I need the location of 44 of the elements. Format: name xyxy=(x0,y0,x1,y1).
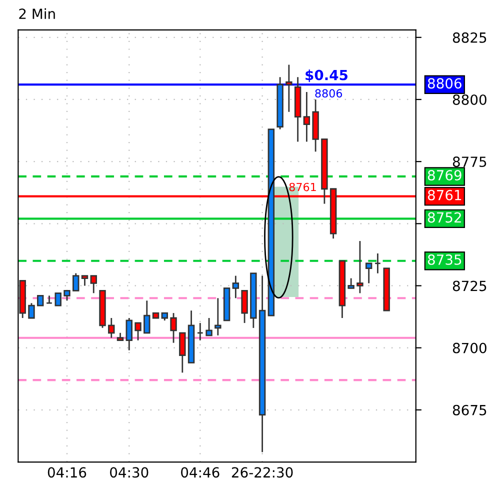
annotation: $0.45 xyxy=(306,70,348,82)
candlestick xyxy=(46,294,53,304)
x-tick-label: 04:46 xyxy=(181,467,220,478)
candlestick xyxy=(206,317,212,336)
chart-title: 2 Min xyxy=(19,8,55,19)
candlestick xyxy=(196,322,204,342)
y-tick-label: 8825 xyxy=(452,32,486,43)
candlestick xyxy=(72,272,80,292)
candlestick xyxy=(90,275,97,294)
ref-line-label: 8769 xyxy=(428,170,462,180)
y-tick-label: 8800 xyxy=(452,94,486,105)
annotation: 8761 xyxy=(289,182,316,192)
ref-line-label: 8806 xyxy=(428,78,462,89)
ref-line-label: 8752 xyxy=(428,212,461,223)
candlestick xyxy=(28,302,35,319)
candlestick xyxy=(54,292,62,306)
candlestick xyxy=(179,332,186,374)
candlestick xyxy=(170,312,177,344)
candlestick xyxy=(232,275,240,299)
candlestick xyxy=(365,262,372,284)
candlestick xyxy=(64,290,70,302)
candlestick xyxy=(374,252,382,274)
candlestick xyxy=(286,64,292,113)
candlestick xyxy=(144,300,150,334)
candlestick xyxy=(356,240,364,294)
x-tick-label: 26-22:30 xyxy=(232,467,293,478)
candlestick xyxy=(348,278,354,289)
y-tick-label: 8775 xyxy=(452,156,486,168)
annotation: 8806 xyxy=(315,89,342,98)
y-tick-label: 8725 xyxy=(452,280,486,292)
y-tick-label: 8675 xyxy=(452,404,486,416)
candlestick xyxy=(303,91,310,142)
candlestick xyxy=(37,294,44,306)
x-tick-label: 04:30 xyxy=(110,467,148,478)
candlestick xyxy=(81,275,88,286)
x-tick-label: 04:16 xyxy=(48,467,86,478)
candlestick xyxy=(126,317,132,351)
candlestick xyxy=(134,322,142,342)
candlestick xyxy=(214,297,222,336)
ref-line-label: 8761 xyxy=(428,190,462,200)
y-tick-label: 8700 xyxy=(452,342,486,354)
candlestick xyxy=(241,290,248,324)
ref-line-label: 8735 xyxy=(428,254,462,265)
candlestick xyxy=(108,317,115,339)
